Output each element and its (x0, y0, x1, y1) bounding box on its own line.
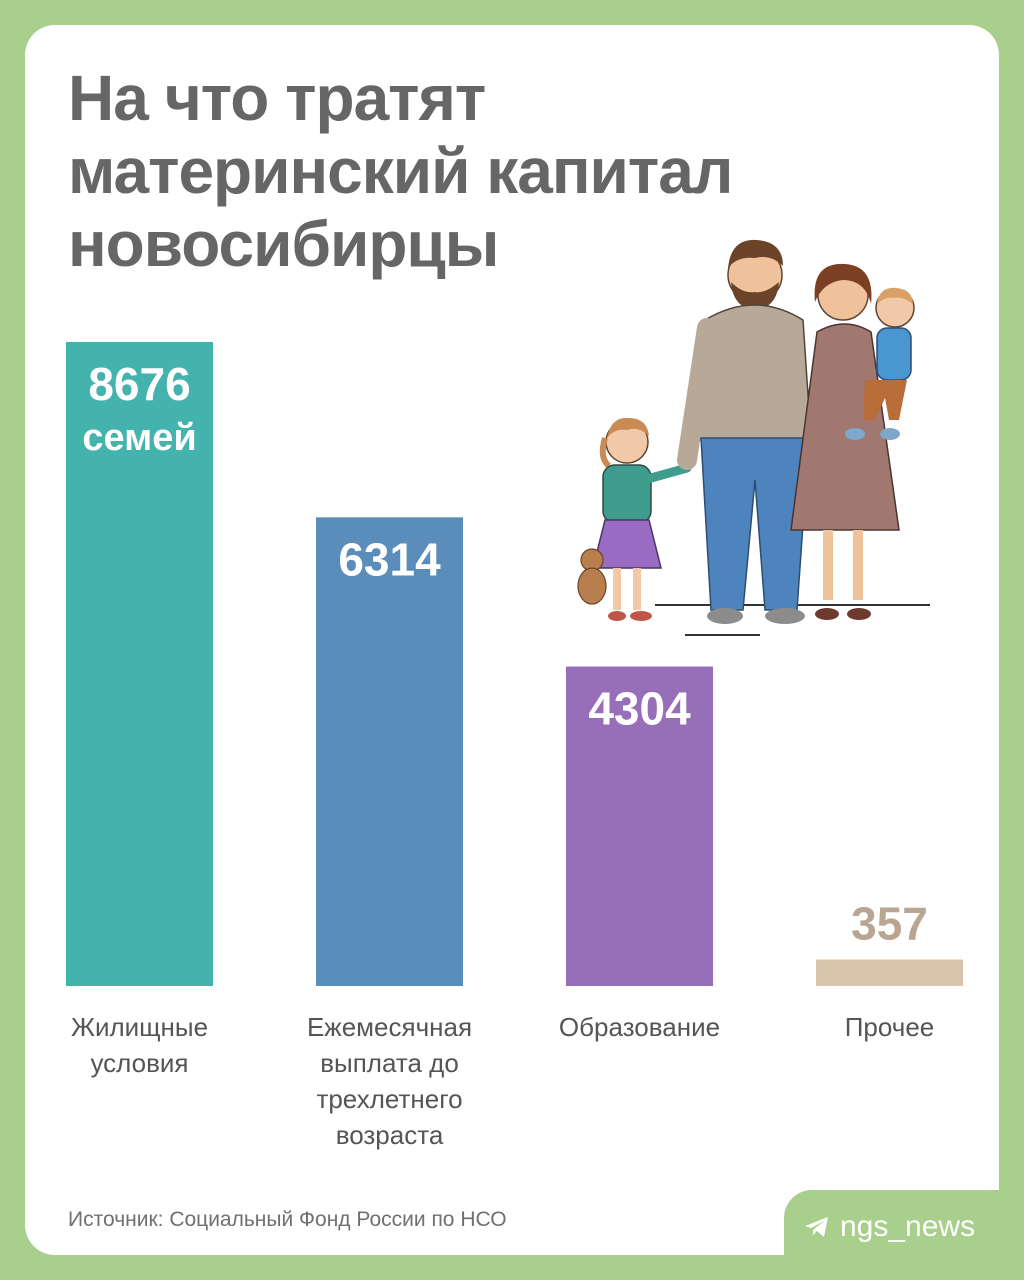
value-label-2: 6314 (338, 533, 441, 585)
bar-3 (566, 666, 713, 986)
family-illustration (577, 239, 930, 636)
category-label-2-3: трехлетнего (316, 1084, 462, 1114)
brand-badge[interactable]: ngs_news (784, 1190, 1024, 1280)
telegram-icon (805, 1217, 828, 1237)
page-title: На что тратят материнский капитал новоси… (68, 62, 828, 281)
value-label-3: 4304 (588, 683, 691, 735)
brand-name: ngs_news (840, 1210, 976, 1243)
category-label-1-2: условия (90, 1048, 188, 1078)
title-line-2: материнский капитал (68, 135, 733, 207)
value-label-1: 8676 (88, 358, 190, 410)
category-label-4-1: Прочее (845, 1012, 935, 1042)
bar-2 (316, 517, 463, 986)
category-label-2-2: выплата до (320, 1048, 459, 1078)
title-line-3: новосибирцы (68, 208, 499, 280)
bar-1 (66, 342, 213, 986)
title-line-1: На что тратят (68, 62, 486, 134)
category-label-2-4: возраста (336, 1120, 444, 1150)
category-label-2-1: Ежемесячная (307, 1012, 472, 1042)
value-label-4: 357 (851, 898, 928, 950)
unit-label: семей (82, 417, 196, 459)
category-label-3-1: Образование (559, 1012, 720, 1042)
bar-4 (816, 959, 963, 986)
category-label-1-1: Жилищные (71, 1012, 208, 1042)
source-note: Источник: Социальный Фонд России по НСО (68, 1208, 507, 1231)
